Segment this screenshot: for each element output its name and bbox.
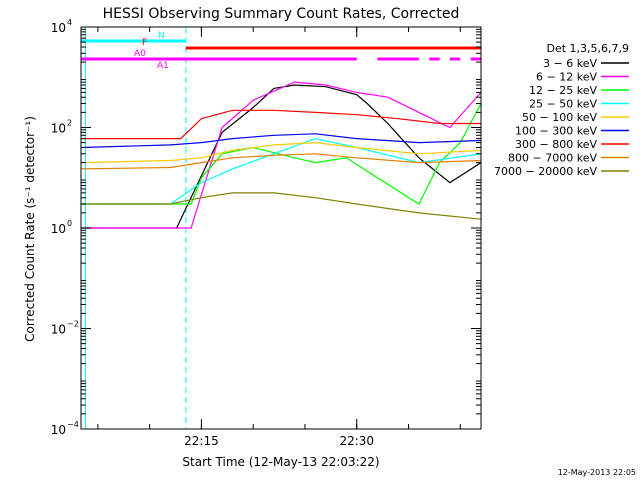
legend-label-0: 3 − 6 keV — [543, 57, 597, 70]
series-line-1 — [81, 81, 481, 229]
y-tick-exponent-4: 4 — [67, 18, 72, 27]
series-line-0 — [81, 84, 481, 229]
legend-label-3: 25 − 50 keV — [529, 98, 597, 111]
legend-label-8: 7000 − 20000 keV — [494, 165, 597, 178]
y-tick-exponent-1: −2 — [67, 320, 79, 329]
legend-label-7: 800 − 7000 keV — [508, 152, 597, 165]
series-line-8 — [81, 192, 481, 220]
y-tick-exponent-3: 2 — [67, 119, 72, 128]
legend-title: Det 1,3,5,6,7,9 — [546, 42, 629, 55]
y-tick-label-4: 10 — [51, 21, 66, 35]
legend-label-2: 12 − 25 keV — [529, 84, 597, 97]
y-axis-label: Corrected Count Rate (s⁻¹ detector⁻¹) — [23, 116, 37, 342]
y-tick-exponent-2: 0 — [67, 219, 72, 228]
series-line-2 — [81, 102, 481, 205]
legend-label-6: 300 − 800 keV — [515, 138, 597, 151]
y-tick-label-3: 10 — [51, 122, 66, 136]
series-line-6 — [81, 109, 481, 140]
series-line-4 — [81, 141, 481, 164]
legend-label-1: 6 − 12 keV — [536, 71, 597, 84]
series-line-5 — [81, 133, 481, 149]
x-tick-label-0: 22:15 — [184, 434, 219, 448]
legend-label-5: 100 − 300 keV — [515, 125, 597, 138]
chart-title: HESSI Observing Summary Count Rates, Cor… — [103, 6, 460, 22]
attenuator-label-1: F — [142, 38, 147, 48]
series-group — [81, 81, 481, 229]
attenuator-extra-label-0: A1 — [157, 61, 169, 71]
footer-timestamp: 12-May-2013 22:05 — [558, 468, 636, 477]
series-line-7 — [81, 153, 481, 170]
series-line-3 — [81, 137, 481, 205]
y-tick-exponent-0: −4 — [67, 420, 79, 429]
y-tick-label-2: 10 — [51, 222, 66, 236]
attenuator-label-2: A0 — [134, 49, 146, 59]
x-axis-label: Start Time (12-May-13 22:03:22) — [182, 455, 379, 469]
x-tick-label-1: 22:30 — [339, 434, 374, 448]
y-tick-label-1: 10 — [51, 323, 66, 337]
attenuator-label-0: N — [158, 31, 165, 41]
legend-label-4: 50 − 100 keV — [522, 111, 597, 124]
y-tick-label-0: 10 — [51, 423, 66, 437]
